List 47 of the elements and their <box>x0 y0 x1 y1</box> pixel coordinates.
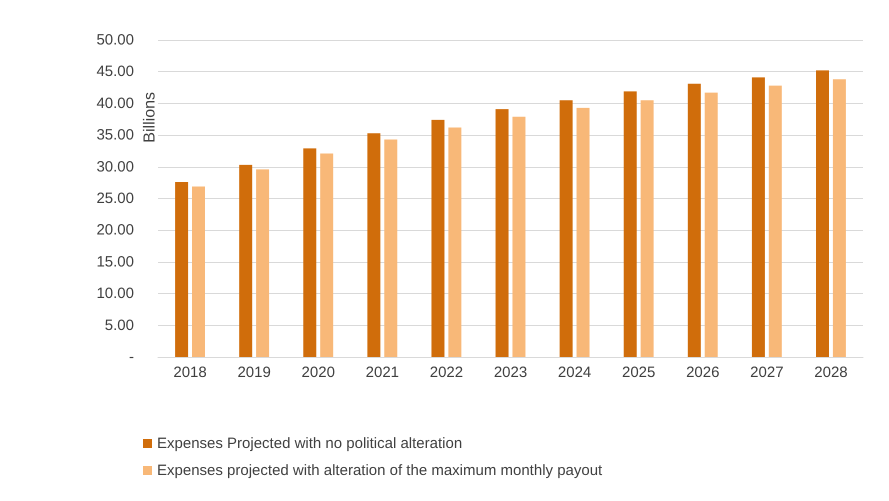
bar <box>175 182 188 357</box>
bar <box>560 100 573 357</box>
bar <box>303 148 316 357</box>
bar <box>239 164 252 357</box>
x-tick-label: 2021 <box>366 364 400 381</box>
y-tick-label: 30.00 <box>96 158 134 176</box>
bar <box>768 86 782 357</box>
bar <box>431 120 444 357</box>
bar <box>256 169 270 357</box>
bar <box>752 77 765 357</box>
x-tick-label: 2027 <box>750 364 784 381</box>
bar <box>832 79 846 357</box>
legend-label: Expenses Projected with no political alteration <box>157 435 462 452</box>
x-tick-label: 2018 <box>173 364 207 381</box>
bar <box>624 91 637 357</box>
y-tick-label: 40.00 <box>96 94 134 112</box>
bar <box>496 109 509 357</box>
y-tick-label: 10.00 <box>96 285 134 302</box>
y-tick-label: 20.00 <box>96 222 134 239</box>
x-tick-label: 2024 <box>558 364 592 381</box>
bar <box>512 116 526 357</box>
y-tick-label: 45.00 <box>96 63 134 80</box>
legend-label: Expenses projected with alteration of the maximum monthly payout <box>157 462 604 479</box>
y-axis-title: Billions <box>142 92 158 143</box>
y-tick-label: 25.00 <box>96 190 134 207</box>
y-tick-label: 35.00 <box>96 126 134 144</box>
bar <box>704 92 718 357</box>
y-tick-label: 50.00 <box>96 32 134 48</box>
x-tick-label: 2028 <box>814 364 848 381</box>
bar <box>367 133 380 357</box>
y-tick-label: 15.00 <box>96 253 134 270</box>
x-tick-label: 2019 <box>237 364 271 381</box>
bar <box>640 100 654 357</box>
x-tick-label: 2023 <box>494 364 528 381</box>
bar <box>576 108 590 357</box>
bar <box>816 70 830 357</box>
bar <box>192 186 205 357</box>
y-tick-label: - <box>129 348 134 366</box>
bar <box>384 140 398 357</box>
x-tick-label: 2025 <box>622 364 656 381</box>
bar <box>448 127 462 357</box>
x-tick-label: 2022 <box>430 364 464 381</box>
x-tick-label: 2020 <box>302 364 335 381</box>
x-tick-label: 2026 <box>686 364 720 381</box>
bar <box>320 153 334 357</box>
y-tick-label: 5.00 <box>104 316 134 334</box>
bar <box>688 84 701 357</box>
